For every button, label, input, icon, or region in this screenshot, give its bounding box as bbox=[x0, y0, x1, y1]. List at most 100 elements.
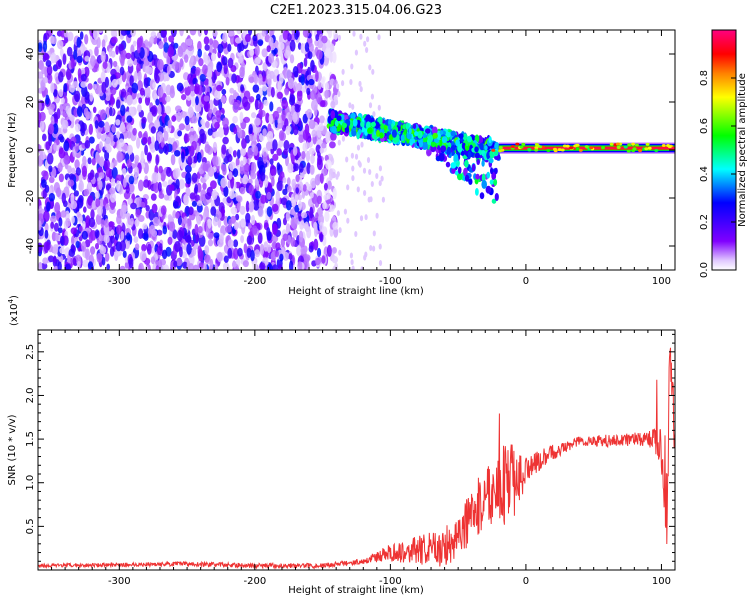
heatmap-cell bbox=[208, 78, 213, 87]
heatmap-cell bbox=[601, 146, 605, 150]
heatmap-cell bbox=[242, 177, 246, 185]
heatmap-cell bbox=[289, 54, 295, 64]
heatmap-cell bbox=[282, 30, 288, 41]
heatmap-cell bbox=[491, 198, 497, 204]
heatmap-cell bbox=[50, 215, 57, 223]
heatmap-cell bbox=[211, 39, 219, 49]
heatmap-cell bbox=[210, 180, 217, 190]
heatmap-cell bbox=[235, 213, 240, 221]
heatmap-cell bbox=[109, 106, 113, 117]
heatmap-cell bbox=[350, 259, 354, 266]
y-tick-label: 40 bbox=[25, 48, 36, 61]
heatmap-cell bbox=[204, 254, 210, 263]
heatmap-cell bbox=[329, 141, 336, 149]
heatmap-cell bbox=[119, 265, 126, 270]
heatmap-cell bbox=[67, 31, 74, 42]
heatmap-cell bbox=[128, 175, 135, 185]
heatmap-cell bbox=[332, 187, 337, 200]
heatmap-layer bbox=[38, 30, 675, 270]
heatmap-cell bbox=[172, 168, 179, 180]
heatmap-cell bbox=[181, 151, 185, 163]
heatmap-cell bbox=[291, 199, 297, 208]
heatmap-cell bbox=[58, 217, 63, 227]
heatmap-cell bbox=[58, 147, 66, 159]
heatmap-cell bbox=[184, 115, 190, 126]
heatmap-cell bbox=[352, 118, 358, 127]
heatmap-cell bbox=[260, 171, 266, 182]
heatmap-cell bbox=[68, 248, 76, 257]
heatmap-cell bbox=[101, 81, 107, 94]
heatmap-cell bbox=[97, 205, 103, 216]
heatmap-cell bbox=[207, 128, 213, 136]
heatmap-cell bbox=[57, 59, 63, 68]
heatmap-cell bbox=[237, 127, 243, 139]
heatmap-cell bbox=[143, 231, 149, 241]
heatmap-cell bbox=[99, 156, 105, 168]
heatmap-cell bbox=[198, 262, 205, 269]
heatmap-cell bbox=[186, 243, 192, 255]
heatmap-cell bbox=[240, 218, 246, 228]
heatmap-cell bbox=[228, 218, 233, 228]
heatmap-cell bbox=[271, 176, 275, 187]
heatmap-cell bbox=[187, 155, 192, 167]
heatmap-cell bbox=[310, 90, 316, 101]
heatmap-cell bbox=[239, 205, 246, 215]
heatmap-cell bbox=[104, 92, 112, 102]
x-tick-label: -100 bbox=[379, 576, 402, 587]
heatmap-cell bbox=[104, 121, 110, 133]
heatmap-cell bbox=[50, 115, 55, 123]
heatmap-cell bbox=[367, 127, 373, 134]
heatmap-cell bbox=[372, 245, 376, 252]
heatmap-cell bbox=[450, 162, 457, 169]
heatmap-cell bbox=[297, 194, 303, 201]
heatmap-cell bbox=[565, 144, 570, 148]
heatmap-cell bbox=[315, 257, 321, 266]
heatmap-cell bbox=[139, 250, 147, 262]
heatmap-cell bbox=[278, 130, 285, 141]
heatmap-cell bbox=[336, 210, 340, 217]
x-tick-label: 100 bbox=[652, 276, 671, 287]
heatmap-cell bbox=[342, 122, 348, 129]
heatmap-cell bbox=[277, 41, 285, 51]
heatmap-cell bbox=[167, 46, 174, 58]
heatmap-cell bbox=[378, 165, 382, 172]
heatmap-cell bbox=[233, 221, 239, 231]
heatmap-cell bbox=[196, 151, 202, 163]
heatmap-cell bbox=[169, 88, 175, 99]
heatmap-cell bbox=[167, 236, 173, 245]
heatmap-cell bbox=[255, 190, 261, 199]
heatmap-cell bbox=[93, 30, 99, 40]
heatmap-cell bbox=[134, 71, 138, 83]
heatmap-cell bbox=[167, 119, 172, 129]
heatmap-cell bbox=[94, 229, 100, 239]
heatmap-cell bbox=[409, 138, 416, 144]
heatmap-cell bbox=[58, 89, 64, 98]
heatmap-cell bbox=[667, 145, 672, 149]
heatmap-cell bbox=[158, 192, 165, 199]
heatmap-cell bbox=[498, 146, 503, 150]
heatmap-cell bbox=[142, 137, 148, 145]
heatmap-cell bbox=[293, 214, 299, 224]
heatmap-cell bbox=[204, 30, 208, 36]
heatmap-cell bbox=[285, 69, 292, 80]
heatmap-cell bbox=[302, 113, 308, 124]
heatmap-cell bbox=[381, 196, 385, 203]
heatmap-cell bbox=[60, 97, 65, 105]
heatmap-cell bbox=[64, 263, 72, 270]
heatmap-cell bbox=[418, 139, 424, 148]
heatmap-cell bbox=[484, 145, 488, 151]
heatmap-cell bbox=[59, 247, 65, 254]
heatmap-cell bbox=[308, 147, 315, 155]
heatmap-cell bbox=[96, 252, 103, 263]
heatmap-cell bbox=[498, 149, 503, 153]
heatmap-cell bbox=[117, 76, 122, 85]
heatmap-cell bbox=[94, 120, 99, 129]
heatmap-cell bbox=[289, 208, 296, 215]
heatmap-cell bbox=[228, 94, 235, 105]
heatmap-cell bbox=[273, 47, 278, 55]
snr-multiplier: (x104) bbox=[7, 295, 20, 326]
heatmap-cell bbox=[167, 214, 173, 221]
heatmap-cell bbox=[212, 141, 218, 154]
heatmap-cell bbox=[152, 216, 160, 227]
heatmap-cell bbox=[266, 206, 273, 218]
